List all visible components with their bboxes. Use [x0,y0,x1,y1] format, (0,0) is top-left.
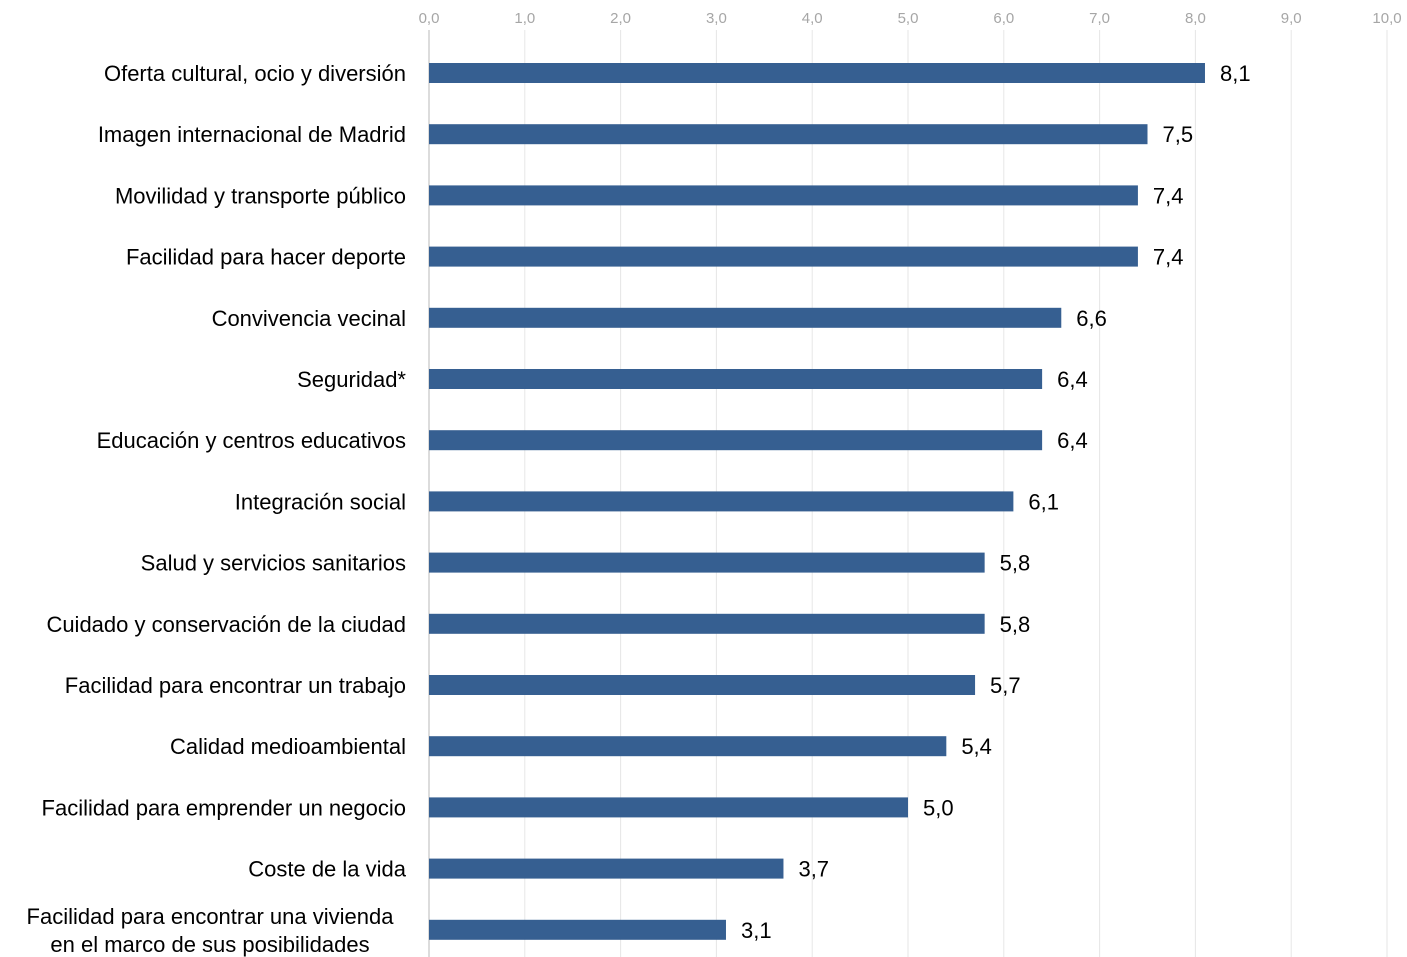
category-label: Oferta cultural, ocio y diversión [104,61,406,86]
x-tick-label: 7,0 [1089,10,1110,27]
x-tick-label: 8,0 [1185,10,1206,27]
category-label: Cuidado y conservación de la ciudad [46,612,406,637]
category-label-line: en el marco de sus posibilidades [50,932,369,957]
category-label: Facilidad para hacer deporte [126,245,406,270]
bar [429,797,908,818]
bar [429,491,1014,512]
category-label: Facilidad para encontrar un trabajo [65,673,406,698]
data-label: 7,4 [1153,245,1184,270]
data-label: 5,8 [1000,612,1031,637]
bar [429,919,726,940]
category-label: Convivencia vecinal [212,306,406,331]
data-label: 6,1 [1028,489,1059,514]
data-label: 5,8 [1000,551,1031,576]
x-tick-label: 5,0 [898,10,919,27]
x-tick-label: 3,0 [706,10,727,27]
bar [429,552,985,573]
bar [429,185,1138,206]
bar [429,736,947,757]
category-label: Facilidad para emprender un negocio [42,795,406,820]
category-label: Salud y servicios sanitarios [141,551,406,576]
data-label: 6,6 [1076,306,1107,331]
category-label: Integración social [235,489,406,514]
x-tick-label: 4,0 [802,10,823,27]
category-label: Educación y centros educativos [97,428,406,453]
bar [429,675,976,695]
data-label: 5,4 [961,734,992,759]
x-tick-label: 2,0 [610,10,631,27]
x-tick-label: 0,0 [419,10,440,27]
data-label: 8,1 [1220,61,1251,86]
x-tick-label: 6,0 [993,10,1014,27]
data-label: 6,4 [1057,428,1088,453]
category-label: Seguridad* [297,367,406,392]
x-tick-label: 9,0 [1281,10,1302,27]
category-label-line: Facilidad para encontrar una vivienda [27,904,395,929]
data-label: 6,4 [1057,367,1088,392]
bar [429,124,1148,145]
category-labels: Oferta cultural, ocio y diversión Imagen … [27,61,407,957]
bar [429,858,784,879]
category-label: Imagen internacional de Madrid [98,122,406,147]
bars [429,63,1205,940]
value-labels: 8,1 7,5 7,4 7,4 6,6 6,4 6,4 6,1 5,8 5,8 5,7 5,4 5,0 3… [741,61,1251,943]
data-label: 5,0 [923,795,954,820]
bar [429,63,1205,83]
data-label: 7,5 [1163,122,1194,147]
bar [429,613,985,634]
data-label: 3,1 [741,918,772,943]
data-label: 3,7 [798,857,829,882]
bar [429,307,1062,328]
data-label: 5,7 [990,673,1021,698]
category-label: Calidad medioambiental [170,734,406,759]
x-tick-label: 1,0 [514,10,535,27]
category-label: Movilidad y transporte público [115,183,406,208]
category-label: Coste de la vida [248,857,407,882]
x-axis-ticks: 0,0 1,0 2,0 3,0 4,0 5,0 6,0 7,0 8,0 9,0 10,0 [419,10,1402,27]
category-label: Facilidad para encontrar una vivienda en … [27,904,395,957]
bar [429,430,1043,451]
bar [429,246,1138,267]
data-label: 7,4 [1153,183,1184,208]
x-tick-label: 10,0 [1372,10,1401,27]
bar [429,369,1043,389]
